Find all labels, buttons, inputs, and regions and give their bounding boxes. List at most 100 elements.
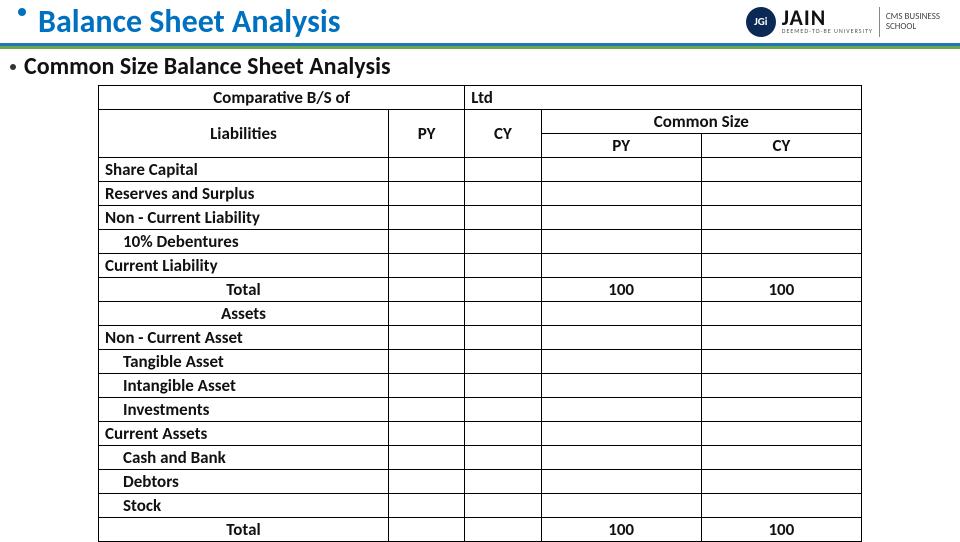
total-cs-py: 100 [541, 278, 701, 302]
col-cy: CY [465, 110, 541, 158]
cell-empty [388, 374, 464, 398]
cell-empty [465, 494, 541, 518]
header-assets: Assets [99, 302, 389, 326]
row-label: Current Assets [99, 422, 389, 446]
subtitle-row: Common Size Balance Sheet Analysis [0, 46, 960, 85]
cell-empty [465, 254, 541, 278]
table-row: Debtors [99, 470, 862, 494]
logo-sub: DEEMED-TO-BE UNIVERSITY [782, 27, 873, 35]
cell-empty [388, 470, 464, 494]
cell-empty [541, 326, 701, 350]
row-label: Investments [99, 398, 389, 422]
total2-cs-py: 100 [541, 518, 701, 542]
logo-main: JAIN [782, 8, 873, 28]
row-label: Tangible Asset [99, 350, 389, 374]
cell-empty [701, 326, 861, 350]
table-row: Tangible Asset [99, 350, 862, 374]
total-cs-cy: 100 [701, 278, 861, 302]
table-row: Non - Current Asset [99, 326, 862, 350]
header-liabilities: Liabilities [99, 110, 389, 158]
cell-empty [541, 422, 701, 446]
header-ltd: Ltd [465, 86, 862, 110]
table-row: Comparative B/S of Ltd [99, 86, 862, 110]
cell-empty [701, 446, 861, 470]
cell-empty [465, 326, 541, 350]
title-bullet [18, 8, 26, 16]
col-cs-py: PY [541, 134, 701, 158]
cell-empty [701, 206, 861, 230]
cell-empty [465, 518, 541, 542]
cell-empty [465, 398, 541, 422]
row-label: Non - Current Asset [99, 326, 389, 350]
cell-empty [388, 518, 464, 542]
table-row: 10% Debentures [99, 230, 862, 254]
total-label-2: Total [99, 518, 389, 542]
page-title: Balance Sheet Analysis [38, 2, 340, 41]
cell-empty [388, 206, 464, 230]
cell-empty [541, 494, 701, 518]
logo-badge: JGi [746, 7, 776, 37]
row-label: Non - Current Liability [99, 206, 389, 230]
cell-empty [701, 422, 861, 446]
cell-empty [465, 158, 541, 182]
cell-empty [465, 422, 541, 446]
table-row: Assets [99, 302, 862, 326]
cell-empty [541, 374, 701, 398]
cell-empty [388, 158, 464, 182]
row-label: Current Liability [99, 254, 389, 278]
table-row: Stock [99, 494, 862, 518]
total-label: Total [99, 278, 389, 302]
cell-empty [701, 398, 861, 422]
table-row: Current Assets [99, 422, 862, 446]
balance-sheet-table: Comparative B/S of Ltd Liabilities PY CY… [98, 85, 862, 542]
cell-empty [465, 182, 541, 206]
cell-empty [541, 254, 701, 278]
cell-empty [541, 302, 701, 326]
table-row-total: Total 100 100 [99, 518, 862, 542]
cell-empty [701, 158, 861, 182]
row-label: Debtors [99, 470, 389, 494]
cell-empty [701, 302, 861, 326]
table-wrap: Comparative B/S of Ltd Liabilities PY CY… [0, 85, 960, 542]
cell-empty [701, 470, 861, 494]
cell-empty [388, 326, 464, 350]
row-label: Share Capital [99, 158, 389, 182]
row-label: Reserves and Surplus [99, 182, 389, 206]
subtitle: Common Size Balance Sheet Analysis [24, 52, 391, 81]
table-row: Reserves and Surplus [99, 182, 862, 206]
cell-empty [701, 494, 861, 518]
header-common-size: Common Size [541, 110, 861, 134]
table-row-total: Total 100 100 [99, 278, 862, 302]
logo-right: CMS BUSINESS SCHOOL [886, 12, 940, 32]
cell-empty [541, 470, 701, 494]
col-cs-cy: CY [701, 134, 861, 158]
cell-empty [465, 350, 541, 374]
cell-empty [541, 398, 701, 422]
table-row: Investments [99, 398, 862, 422]
cell-empty [465, 374, 541, 398]
cell-empty [388, 254, 464, 278]
cell-empty [388, 302, 464, 326]
cell-empty [465, 278, 541, 302]
logo-block: JGi JAIN DEEMED-TO-BE UNIVERSITY CMS BUS… [746, 7, 940, 37]
cell-empty [541, 446, 701, 470]
cell-empty [465, 230, 541, 254]
cell-empty [388, 422, 464, 446]
cell-empty [388, 446, 464, 470]
table-row: Cash and Bank [99, 446, 862, 470]
cell-empty [701, 374, 861, 398]
logo-main-wrap: JAIN DEEMED-TO-BE UNIVERSITY [782, 8, 873, 36]
row-label: Intangible Asset [99, 374, 389, 398]
cell-empty [701, 350, 861, 374]
table-row: Intangible Asset [99, 374, 862, 398]
cell-empty [465, 206, 541, 230]
cell-empty [701, 182, 861, 206]
logo-right-2: SCHOOL [886, 22, 940, 32]
cell-empty [388, 230, 464, 254]
cell-empty [388, 278, 464, 302]
cell-empty [541, 350, 701, 374]
subtitle-bullet [10, 64, 16, 70]
col-py: PY [388, 110, 464, 158]
cell-empty [388, 398, 464, 422]
total2-cs-cy: 100 [701, 518, 861, 542]
